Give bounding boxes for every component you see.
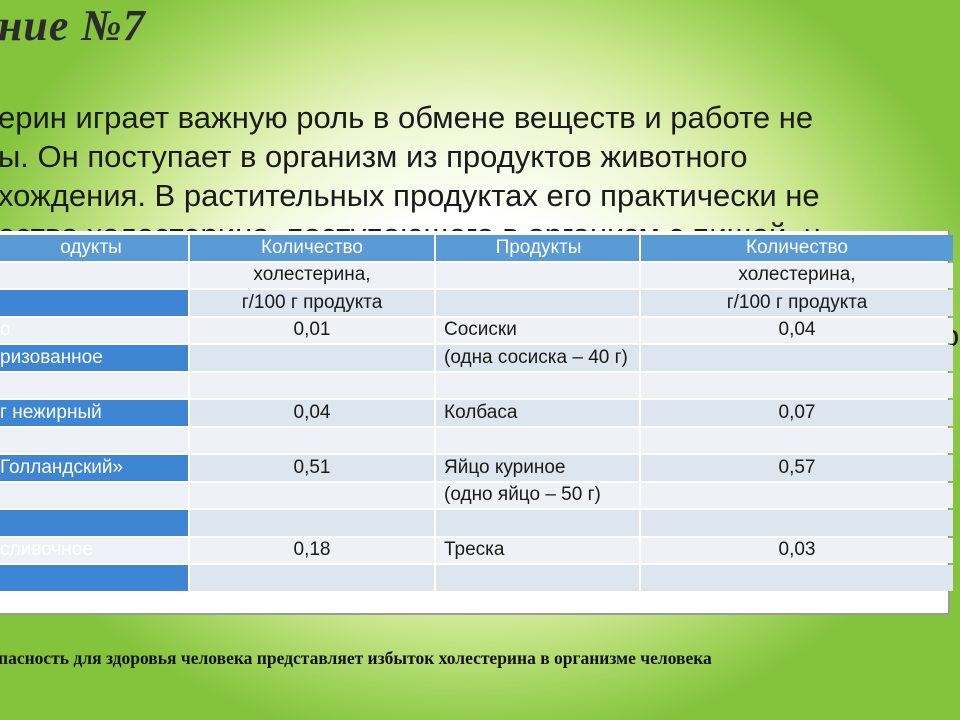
header-amount-1: Количество xyxy=(190,235,434,261)
table-cell xyxy=(190,565,434,591)
table-cell xyxy=(641,345,953,371)
table-cell xyxy=(0,372,188,398)
table-cell xyxy=(641,510,953,536)
table-cell xyxy=(190,345,434,371)
table-cell: (одна сосиска – 40 г) xyxy=(436,345,639,371)
table-cell: 0,57 xyxy=(641,455,953,481)
table-cell: Сосиски xyxy=(436,317,639,343)
table-cell xyxy=(641,372,953,398)
table-cell xyxy=(0,565,188,591)
table-cell: холестерина, xyxy=(190,262,434,288)
table-cell xyxy=(0,290,188,316)
table-row: г/100 г продукта г/100 г продукта xyxy=(0,290,953,316)
intro-line-3: хождения. В растительных продуктах его п… xyxy=(0,178,820,213)
table-cell: (одно яйцо – 50 г) xyxy=(436,482,639,508)
table-cell xyxy=(436,510,639,536)
table-cell xyxy=(0,482,188,508)
table-cell xyxy=(190,372,434,398)
intro-line-1: ерин играет важную роль в обмене веществ… xyxy=(0,100,814,135)
table-cell: г/100 г продукта xyxy=(190,290,434,316)
table-cell: 0,18 xyxy=(190,537,434,563)
table-cell xyxy=(436,427,639,453)
table-cell: о xyxy=(0,317,188,343)
table-cell: 0,51 xyxy=(190,455,434,481)
table-row xyxy=(0,565,953,591)
table-cell: ризованное xyxy=(0,345,188,371)
table-row xyxy=(0,372,953,398)
table-row: г нежирный 0,04 Колбаса 0,07 xyxy=(0,400,953,426)
table-cell: 0,01 xyxy=(190,317,434,343)
footer-note: пасность для здоровья человека представл… xyxy=(0,648,712,668)
table-cell: Треска xyxy=(436,537,639,563)
table-cell: холестерина, xyxy=(641,262,953,288)
slide-title: ние №7 xyxy=(0,1,146,50)
table-cell: Голландский» xyxy=(0,455,188,481)
table-cell: г/100 г продукта xyxy=(641,290,953,316)
table-cell xyxy=(641,565,953,591)
table-cell: Яйцо куриное xyxy=(436,455,639,481)
table-row xyxy=(0,427,953,453)
header-products-2: Продукты xyxy=(436,235,639,261)
intro-paragraph: ерин играет важную роль в обмене веществ… xyxy=(0,98,960,234)
table-cell: Колбаса xyxy=(436,400,639,426)
table-cell xyxy=(0,262,188,288)
table-row xyxy=(0,510,953,536)
table-cell: сливочное xyxy=(0,537,188,563)
header-products-1: одукты xyxy=(0,235,188,261)
table-row: о 0,01 Сосиски 0,04 xyxy=(0,317,953,343)
header-amount-2: Количество xyxy=(641,235,953,261)
table-cell xyxy=(641,427,953,453)
table-cell: 0,03 xyxy=(641,537,953,563)
table-row: сливочное 0,18 Треска 0,03 xyxy=(0,537,953,563)
table-row: холестерина, холестерина, xyxy=(0,262,953,288)
table-row: (одно яйцо – 50 г) xyxy=(0,482,953,508)
table-cell: г нежирный xyxy=(0,400,188,426)
table-cell xyxy=(190,427,434,453)
table-cell xyxy=(190,510,434,536)
table-cell xyxy=(0,427,188,453)
table-cell xyxy=(190,482,434,508)
cholesterol-table: одукты Количество Продукты Количество хо… xyxy=(0,233,955,593)
table-row: ризованное (одна сосиска – 40 г) xyxy=(0,345,953,371)
table-cell xyxy=(0,510,188,536)
table-cell xyxy=(436,565,639,591)
intro-line-2: ы. Он поступает в организм из продуктов … xyxy=(0,139,748,174)
table-cell xyxy=(641,482,953,508)
table-header-row: одукты Количество Продукты Количество xyxy=(0,235,953,261)
table-cell: 0,04 xyxy=(641,317,953,343)
intro-line-4: ество холестерина, поступающего в органи… xyxy=(0,215,960,234)
table-cell: 0,07 xyxy=(641,400,953,426)
table-cell xyxy=(436,372,639,398)
table-cell xyxy=(436,290,639,316)
table-row: Голландский» 0,51 Яйцо куриное 0,57 xyxy=(0,455,953,481)
table-cell xyxy=(436,262,639,288)
table-cell: 0,04 xyxy=(190,400,434,426)
